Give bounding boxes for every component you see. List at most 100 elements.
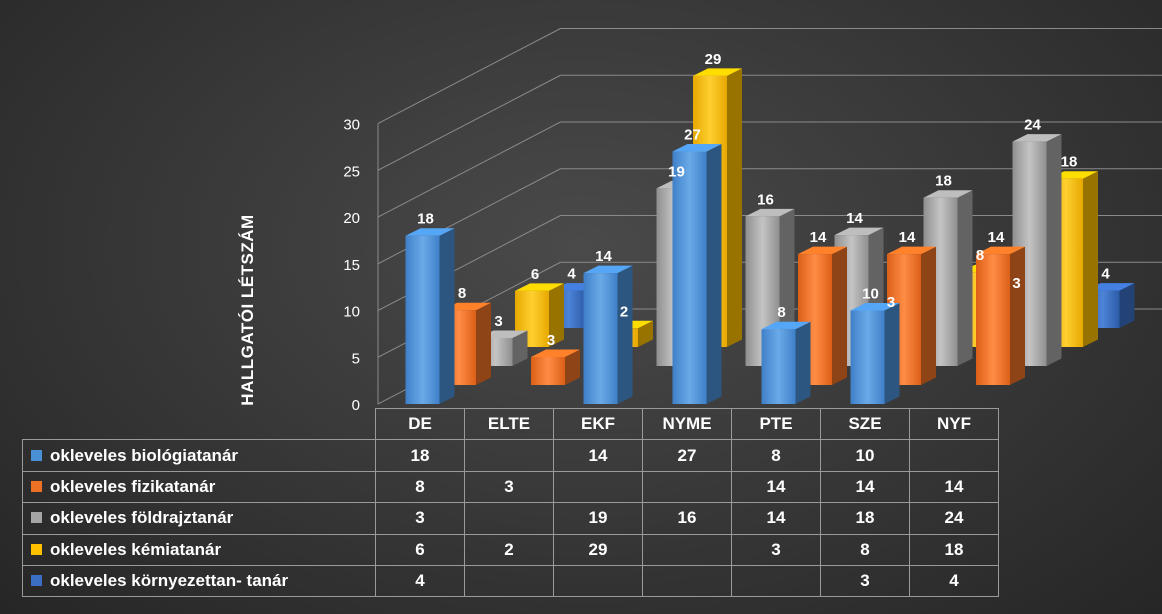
bar-side bbox=[638, 320, 653, 347]
table-cell: 10 bbox=[820, 439, 910, 472]
bar-top bbox=[583, 265, 633, 274]
bar-side bbox=[1046, 134, 1062, 366]
table-cell: 8 bbox=[820, 533, 910, 566]
table-row: okleveles földrajztanár 3 19 16 14 18 24 bbox=[22, 502, 999, 535]
bar-side bbox=[439, 228, 455, 404]
bar-side bbox=[565, 349, 580, 385]
table-cell: 14 bbox=[731, 502, 821, 535]
table-cell: 14 bbox=[820, 470, 910, 504]
table-row: okleveles kémiatanár 6 2 29 3 8 18 bbox=[22, 533, 999, 566]
data-label: 3 bbox=[494, 313, 502, 330]
table-header-de: DE bbox=[375, 407, 465, 441]
bar-top bbox=[672, 144, 722, 152]
bar-side bbox=[1010, 246, 1025, 385]
table-cell: 18 bbox=[375, 439, 465, 472]
bar-side bbox=[706, 144, 722, 405]
data-label: 14 bbox=[988, 229, 1005, 246]
data-label: 14 bbox=[899, 229, 916, 246]
data-label: 14 bbox=[595, 248, 612, 265]
y-tick-label: 15 bbox=[343, 257, 360, 274]
bar-side bbox=[1119, 283, 1135, 328]
table-row: okleveles fizikatanár 8 3 14 14 14 bbox=[22, 470, 999, 504]
bar-top bbox=[745, 208, 795, 217]
bar-front bbox=[583, 273, 618, 404]
bar-side bbox=[884, 303, 900, 404]
table-cell bbox=[642, 470, 732, 504]
gridline-side bbox=[377, 28, 561, 124]
bar-front bbox=[850, 310, 885, 404]
data-label: 27 bbox=[684, 127, 701, 144]
bar-top bbox=[923, 190, 973, 198]
data-label: 18 bbox=[935, 173, 952, 190]
table-cell bbox=[642, 564, 732, 598]
bar-side bbox=[476, 302, 491, 385]
bar-top bbox=[798, 246, 847, 255]
bar-top bbox=[1012, 134, 1062, 142]
table-cell: 6 bbox=[375, 533, 465, 566]
gridline-side bbox=[377, 74, 561, 171]
series-label: okleveles biológiatanár bbox=[22, 439, 376, 472]
bar-side bbox=[921, 246, 936, 385]
table-header-elte: ELTE bbox=[464, 407, 554, 441]
bar-top bbox=[531, 349, 580, 357]
table-header-pte: PTE bbox=[731, 407, 821, 441]
series-name: okleveles környezettan- tanár bbox=[50, 571, 289, 591]
table-header-sze: SZE bbox=[820, 407, 910, 441]
table-cell bbox=[731, 564, 821, 598]
bar-top bbox=[405, 228, 455, 236]
table-cell: 3 bbox=[820, 564, 910, 598]
legend-key bbox=[31, 480, 42, 492]
data-label: 24 bbox=[1024, 117, 1041, 134]
table-cell: 2 bbox=[464, 533, 554, 566]
table-cell: 8 bbox=[375, 470, 465, 504]
table-cell: 14 bbox=[909, 470, 999, 504]
table-header-ekf: EKF bbox=[553, 407, 643, 441]
table-header-row: DE ELTE EKF NYME PTE SZE NYF bbox=[23, 407, 999, 441]
series-label: okleveles földrajztanár bbox=[22, 502, 376, 535]
series-label: okleveles kémiatanár bbox=[22, 533, 376, 566]
table-cell: 4 bbox=[375, 564, 465, 598]
data-label: 16 bbox=[757, 191, 774, 208]
data-label: 18 bbox=[417, 211, 434, 228]
table-cell bbox=[909, 439, 999, 472]
bar bbox=[761, 321, 811, 404]
data-label: 14 bbox=[846, 210, 863, 227]
data-label: 19 bbox=[668, 163, 685, 180]
table-cell: 16 bbox=[642, 502, 732, 535]
table-header-nyme: NYME bbox=[642, 407, 732, 441]
data-label: 4 bbox=[567, 266, 576, 283]
data-label: 8 bbox=[458, 285, 466, 302]
bar-top bbox=[887, 246, 936, 255]
gridline-side bbox=[377, 121, 561, 218]
data-label: 3 bbox=[887, 294, 895, 311]
y-tick-label: 5 bbox=[352, 350, 360, 367]
table-cell: 27 bbox=[642, 439, 732, 472]
bar-front bbox=[976, 254, 1010, 385]
bar bbox=[672, 144, 722, 405]
bar-top bbox=[515, 283, 564, 291]
data-label: 2 bbox=[620, 303, 628, 320]
bar bbox=[583, 265, 633, 404]
bar bbox=[976, 246, 1025, 385]
table-cell: 29 bbox=[553, 533, 643, 566]
data-label: 29 bbox=[705, 51, 722, 68]
table-corner bbox=[23, 409, 376, 440]
table-cell: 3 bbox=[731, 533, 821, 566]
bar-top bbox=[976, 246, 1025, 255]
bar bbox=[515, 283, 564, 347]
table-cell: 18 bbox=[820, 502, 910, 535]
bar-side bbox=[727, 68, 742, 347]
y-tick-label: 20 bbox=[343, 210, 360, 227]
legend-key bbox=[31, 449, 42, 461]
bar-top bbox=[850, 303, 900, 311]
bar-side bbox=[512, 330, 528, 366]
data-label: 3 bbox=[1012, 275, 1020, 292]
data-label: 14 bbox=[810, 229, 827, 246]
table-cell: 8 bbox=[731, 439, 821, 472]
bar-side bbox=[795, 321, 811, 404]
table-cell: 14 bbox=[731, 470, 821, 504]
bar-front bbox=[761, 329, 796, 404]
bar-top bbox=[693, 68, 742, 76]
table-cell bbox=[464, 564, 554, 598]
